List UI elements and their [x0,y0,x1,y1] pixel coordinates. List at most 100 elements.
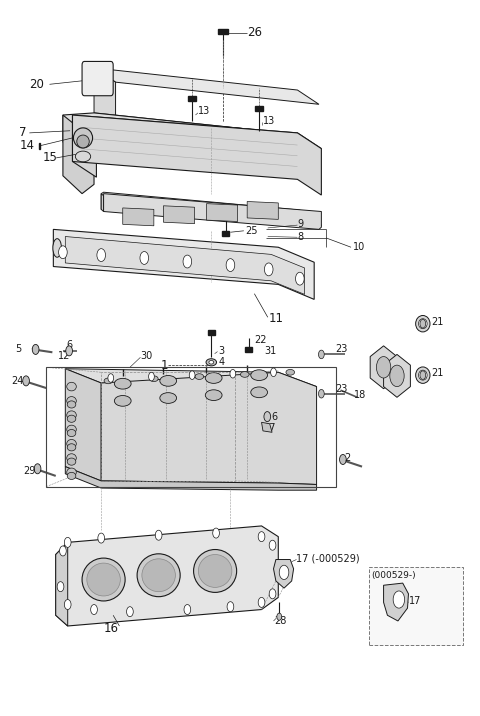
Polygon shape [65,467,317,490]
Circle shape [34,464,41,474]
Ellipse shape [137,553,180,596]
Bar [101,372,235,481]
Ellipse shape [73,128,93,148]
Ellipse shape [104,378,113,384]
Polygon shape [370,346,397,389]
Ellipse shape [198,554,232,587]
Polygon shape [274,559,294,588]
Circle shape [420,319,426,328]
Text: 1: 1 [161,359,168,372]
Bar [255,106,263,111]
Polygon shape [101,192,322,227]
Text: (000529-): (000529-) [372,571,416,581]
Circle shape [339,455,346,465]
Ellipse shape [53,238,61,257]
Circle shape [213,528,219,538]
Text: 29: 29 [24,466,36,476]
Circle shape [230,369,236,378]
Ellipse shape [251,387,267,397]
Ellipse shape [67,440,76,448]
Circle shape [277,613,282,620]
Circle shape [189,371,195,379]
Circle shape [98,533,105,543]
Ellipse shape [67,415,76,422]
Polygon shape [104,193,322,229]
Polygon shape [163,205,194,223]
Text: 22: 22 [254,335,267,345]
Ellipse shape [67,473,76,480]
Circle shape [57,581,64,591]
Ellipse shape [160,392,177,403]
Ellipse shape [240,372,249,377]
Circle shape [258,597,265,607]
Text: 14: 14 [20,139,35,153]
Text: 19: 19 [379,362,391,372]
Circle shape [32,344,39,354]
Text: 21: 21 [432,316,444,326]
Ellipse shape [67,397,76,405]
Text: 12: 12 [58,351,71,361]
Text: 28: 28 [275,616,287,626]
Ellipse shape [82,558,125,601]
Polygon shape [101,193,104,211]
Circle shape [183,255,192,268]
Text: 15: 15 [43,151,58,165]
Circle shape [269,589,276,599]
Ellipse shape [205,390,222,400]
Polygon shape [63,115,94,193]
Ellipse shape [416,316,430,332]
Polygon shape [72,115,96,177]
Text: 24: 24 [11,376,24,386]
Ellipse shape [67,458,76,465]
Bar [222,231,229,236]
Ellipse shape [114,378,131,389]
Circle shape [23,376,29,386]
Polygon shape [94,68,319,105]
Polygon shape [65,236,305,294]
Text: 18: 18 [354,390,366,400]
Bar [369,566,463,645]
Bar [208,330,215,335]
Polygon shape [63,113,319,175]
Ellipse shape [67,468,76,477]
Text: 11: 11 [269,312,284,325]
Polygon shape [56,526,278,626]
Circle shape [258,532,265,542]
Ellipse shape [67,444,76,451]
Text: 2: 2 [344,453,350,463]
Text: 17: 17 [408,596,421,606]
Ellipse shape [193,549,237,592]
Polygon shape [56,542,68,626]
Text: 27: 27 [263,423,276,433]
Ellipse shape [286,369,295,375]
Ellipse shape [67,425,76,434]
Circle shape [60,546,66,556]
Polygon shape [206,203,238,221]
Polygon shape [247,201,278,219]
Ellipse shape [419,319,427,329]
Circle shape [91,604,97,614]
Ellipse shape [160,375,177,386]
Ellipse shape [67,382,76,391]
Bar [46,367,336,487]
Circle shape [319,390,324,398]
Circle shape [64,538,71,547]
Polygon shape [94,113,319,149]
Ellipse shape [67,411,76,420]
Polygon shape [72,115,322,195]
Polygon shape [123,208,154,226]
Ellipse shape [206,359,216,366]
Text: 6: 6 [271,412,277,422]
Ellipse shape [114,395,131,406]
Circle shape [140,251,149,264]
Text: 21: 21 [432,368,444,378]
Text: 4: 4 [218,357,225,367]
Ellipse shape [205,372,222,383]
Ellipse shape [150,376,158,382]
Circle shape [279,565,289,579]
Bar [218,29,228,34]
Circle shape [66,346,72,356]
Circle shape [393,591,405,608]
Ellipse shape [376,357,391,378]
Circle shape [97,248,106,261]
